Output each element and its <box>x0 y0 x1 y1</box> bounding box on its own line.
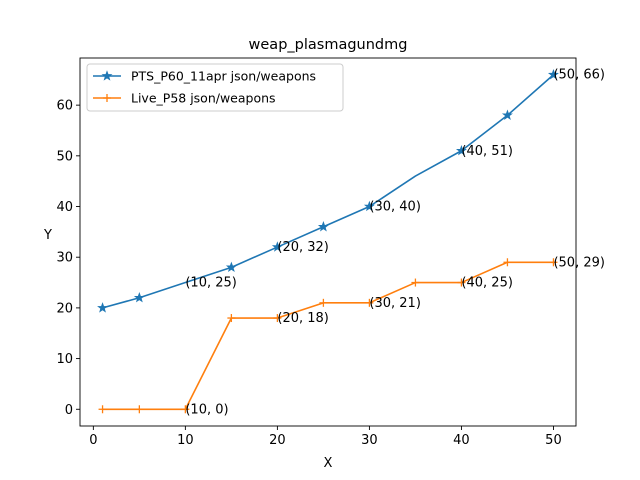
data-point-2 <box>181 405 190 414</box>
data-point-1 <box>455 144 467 156</box>
y-tick-label: 40 <box>56 200 73 215</box>
data-point-1 <box>271 241 283 252</box>
data-point-2 <box>503 258 512 267</box>
data-point-2 <box>365 298 374 307</box>
data-point-2 <box>98 405 107 414</box>
data-point-1 <box>501 109 513 120</box>
data-label: (50, 29) <box>553 255 605 270</box>
data-point-2 <box>273 314 282 323</box>
x-axis-label: X <box>324 456 333 471</box>
legend-marker-2 <box>103 94 111 102</box>
legend: PTS_P60_11apr json/weapons Live_P58 json/… <box>86 63 344 112</box>
y-tick-label: 20 <box>56 301 73 316</box>
data-label: (20, 32) <box>277 240 329 255</box>
y-tick-label: 60 <box>56 99 73 114</box>
data-point-2 <box>549 258 558 267</box>
x-tick-label: 20 <box>269 433 286 448</box>
data-label: (50, 66) <box>553 68 605 83</box>
data-point-1 <box>317 221 329 232</box>
y-tick-label: 50 <box>56 149 73 164</box>
data-point-2 <box>227 314 236 323</box>
plot-area: 0 10 20 30 40 50 0 10 20 30 40 50 60 (10, 25) (20, 32)… <box>56 57 605 448</box>
data-label: (30, 40) <box>369 200 421 215</box>
data-point-1 <box>547 68 559 80</box>
legend-box <box>86 63 344 112</box>
data-point-1 <box>363 200 375 212</box>
data-point-2 <box>319 298 328 307</box>
x-tick-label: 50 <box>545 433 562 448</box>
data-label: (40, 51) <box>461 144 512 159</box>
axes-frame <box>79 57 577 427</box>
data-label: (40, 25) <box>461 276 512 291</box>
data-point-2 <box>135 405 144 414</box>
data-point-2 <box>457 278 466 287</box>
chart-title: weap_plasmagundmg <box>249 37 408 53</box>
data-point-1 <box>97 302 109 313</box>
x-tick-label: 10 <box>177 433 194 448</box>
y-tick-label: 10 <box>56 352 73 367</box>
data-label: (20, 18) <box>277 311 329 326</box>
y-axis-label: Y <box>43 228 52 243</box>
y-tick-label: 30 <box>56 251 73 266</box>
x-tick-label: 30 <box>361 433 378 448</box>
data-label: (10, 0) <box>185 402 228 417</box>
legend-label-2: Live_P58 json/weapons <box>131 91 276 106</box>
x-tick-label: 40 <box>453 433 470 448</box>
legend-marker-1 <box>101 70 113 81</box>
data-point-1 <box>225 261 237 273</box>
legend-label-1: PTS_P60_11apr json/weapons <box>131 69 316 84</box>
y-tick-label: 0 <box>65 403 73 418</box>
data-point-1 <box>133 291 145 303</box>
data-label: (30, 21) <box>369 296 421 311</box>
data-label: (10, 25) <box>185 276 237 291</box>
x-tick-label: 0 <box>89 433 97 448</box>
data-point-2 <box>411 278 420 287</box>
